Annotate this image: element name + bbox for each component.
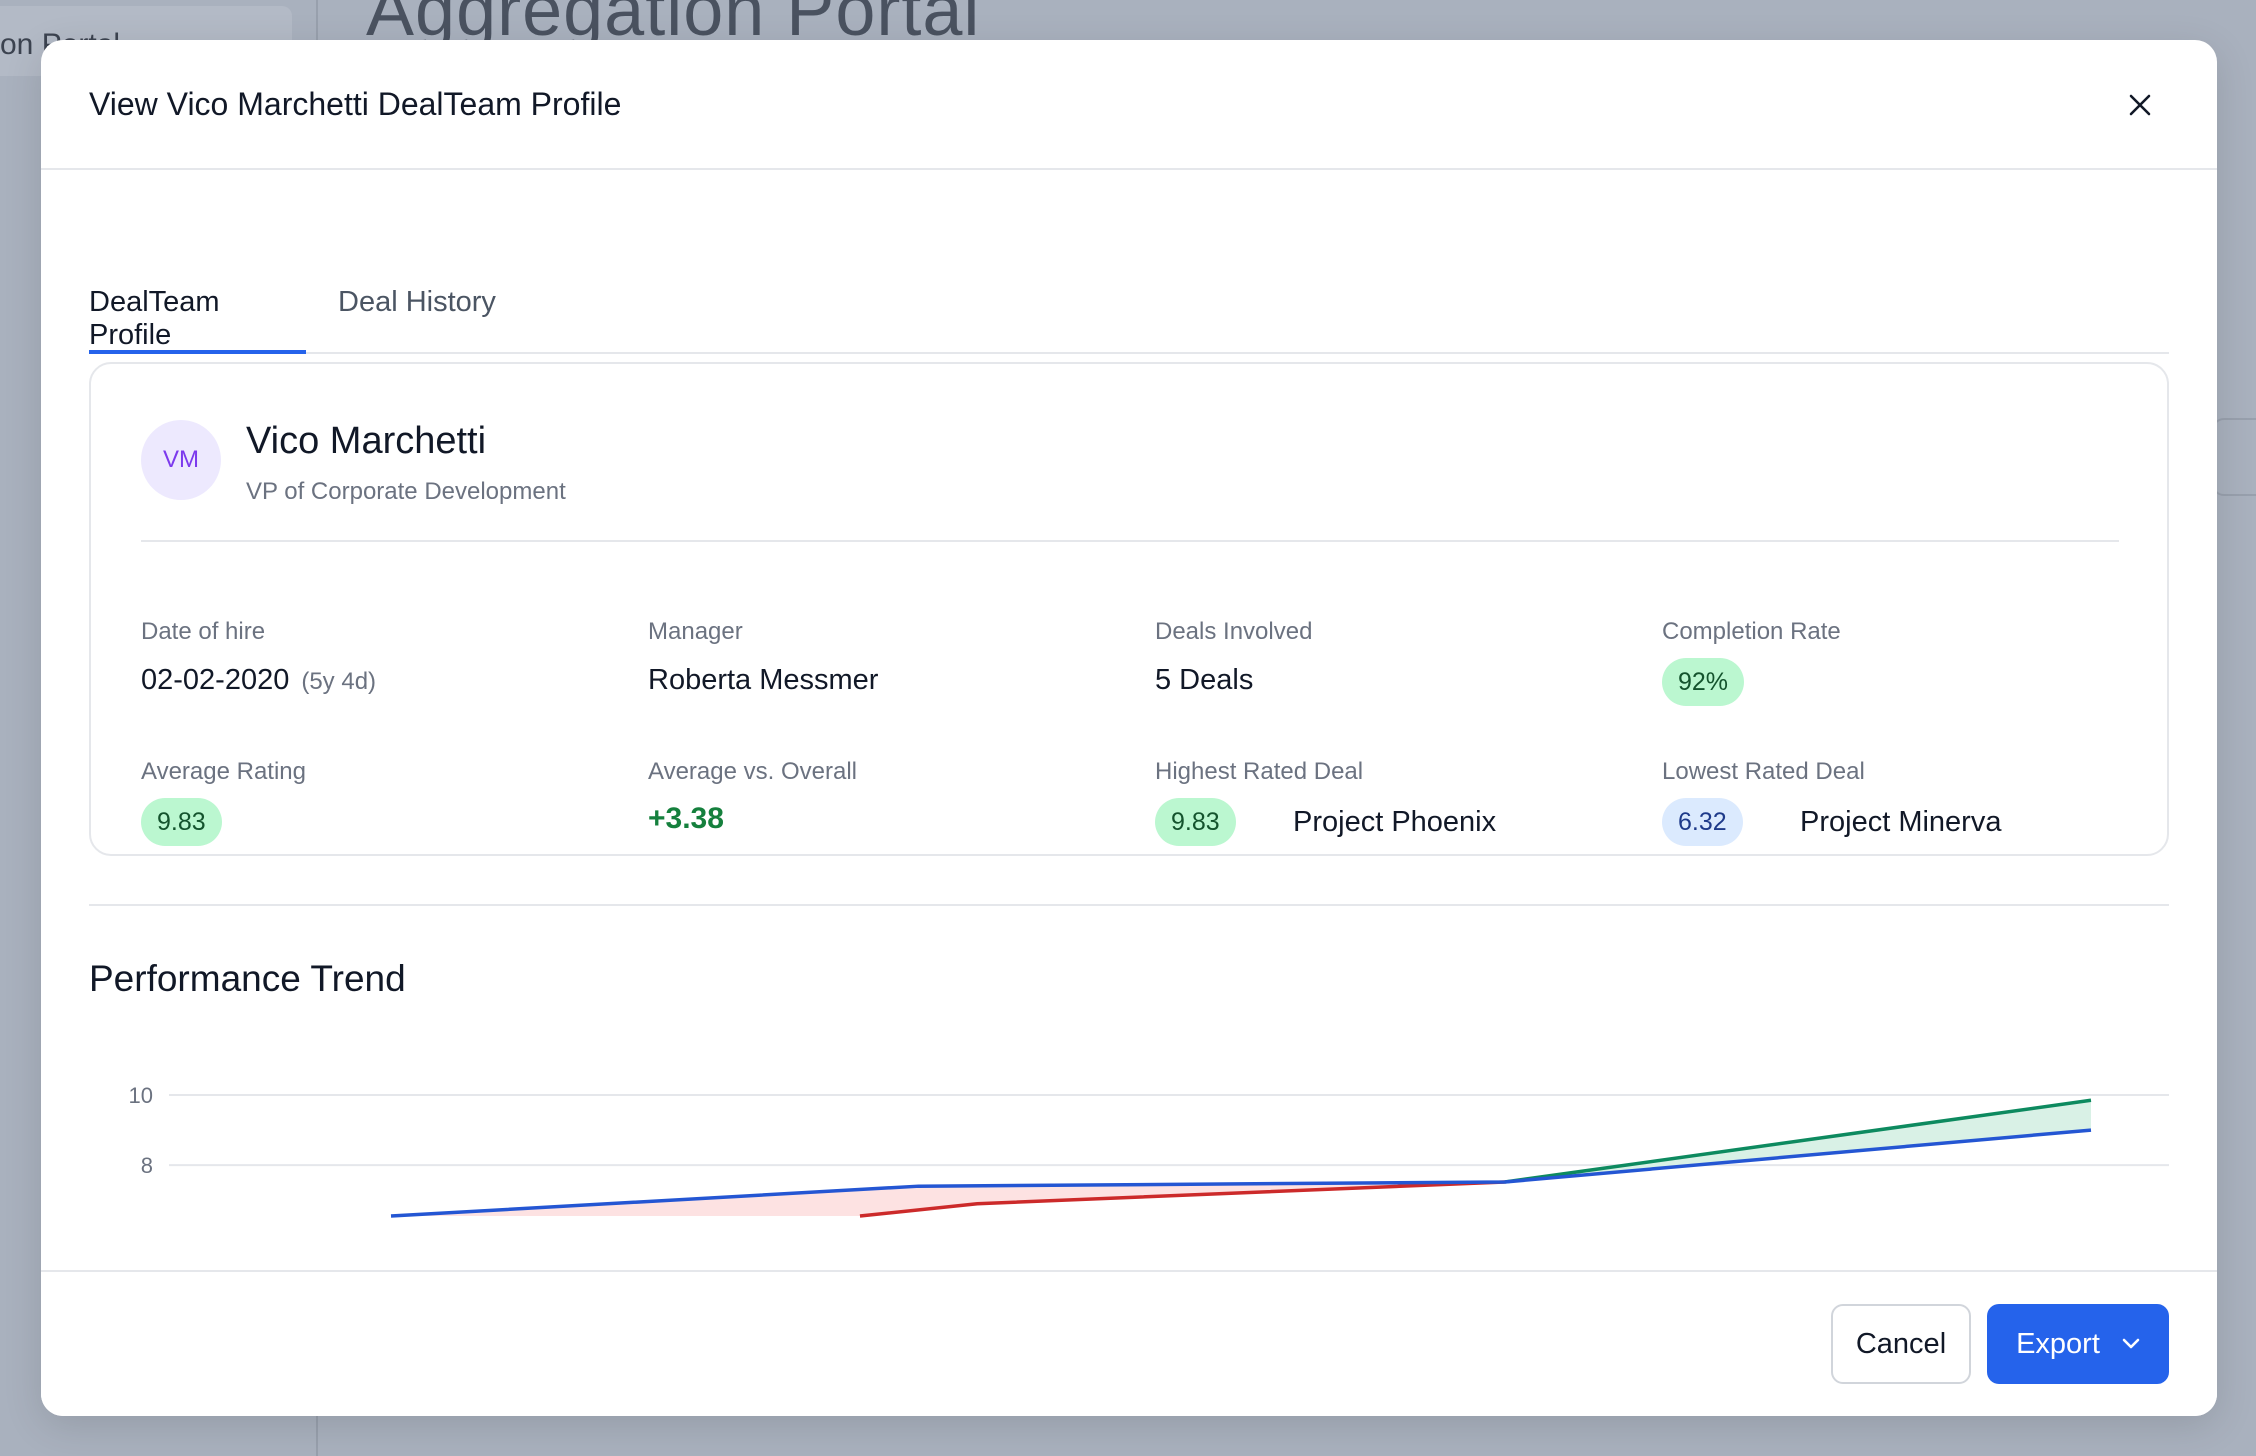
cancel-button[interactable]: Cancel (1831, 1304, 1971, 1384)
modal-header: View Vico Marchetti DealTeam Profile (41, 40, 2217, 170)
highest-rated-deal-label: Highest Rated Deal (1155, 758, 1364, 785)
highest-rated-deal-name[interactable]: Project Phoenix (1293, 806, 1497, 838)
card-divider (141, 540, 2119, 542)
background-control (2212, 418, 2256, 496)
export-button[interactable]: Export (1987, 1304, 2169, 1384)
tab-bar: DealTeam Profile Deal History (89, 250, 2169, 354)
manager-value: Roberta Messmer (648, 664, 879, 696)
tab-deal-history[interactable]: Deal History (338, 286, 496, 318)
manager-label: Manager (648, 618, 743, 645)
y-tick-8: 8 (141, 1153, 153, 1178)
completion-rate-label: Completion Rate (1662, 618, 1841, 645)
lowest-rated-deal-name[interactable]: Project Minerva (1800, 806, 2002, 838)
date-of-hire-value: 02-02-2020 (5y 4d) (141, 664, 376, 697)
tab-dealteam-profile[interactable]: DealTeam Profile (89, 286, 306, 354)
series-line-red (859, 1180, 1505, 1218)
profile-role: VP of Corporate Development (246, 478, 566, 505)
modal-footer: Cancel Export (41, 1270, 2217, 1416)
performance-trend-title: Performance Trend (89, 958, 406, 999)
y-tick-10: 10 (129, 1083, 153, 1108)
date-of-hire-label: Date of hire (141, 618, 266, 645)
date-of-hire-date: 02-02-2020 (141, 664, 290, 696)
chevron-down-icon (2122, 1338, 2140, 1349)
deals-involved-label: Deals Involved (1155, 618, 1313, 645)
below-fill-area (391, 1181, 1505, 1216)
deals-involved-value: 5 Deals (1155, 664, 1254, 696)
average-rating-badge: 9.83 (141, 798, 222, 846)
series-line-blue (390, 1128, 2092, 1218)
close-button[interactable] (2117, 82, 2163, 128)
tenure-text: (5y 4d) (301, 668, 377, 695)
average-vs-overall-value: +3.38 (648, 802, 724, 835)
highest-rated-deal-badge: 9.83 (1155, 798, 1236, 846)
performance-trend-chart: 10 8 (129, 1083, 2169, 1218)
profile-name: Vico Marchetti (246, 420, 487, 462)
profile-modal: View Vico Marchetti DealTeam Profile Dea… (41, 40, 2217, 1416)
series-line-green (1504, 1098, 2092, 1184)
close-icon (2129, 94, 2151, 116)
profile-card: VM Vico Marchetti VP of Corporate Develo… (89, 362, 2169, 856)
average-rating-label: Average Rating (141, 758, 306, 785)
avatar: VM (141, 420, 221, 500)
modal-title: View Vico Marchetti DealTeam Profile (89, 86, 622, 122)
export-label: Export (2016, 1327, 2100, 1360)
lowest-rated-deal-badge: 6.32 (1662, 798, 1743, 846)
section-divider (89, 904, 2169, 906)
average-vs-overall-label: Average vs. Overall (648, 758, 857, 785)
completion-rate-badge: 92% (1662, 658, 1745, 706)
lowest-rated-deal-label: Lowest Rated Deal (1662, 758, 1865, 785)
